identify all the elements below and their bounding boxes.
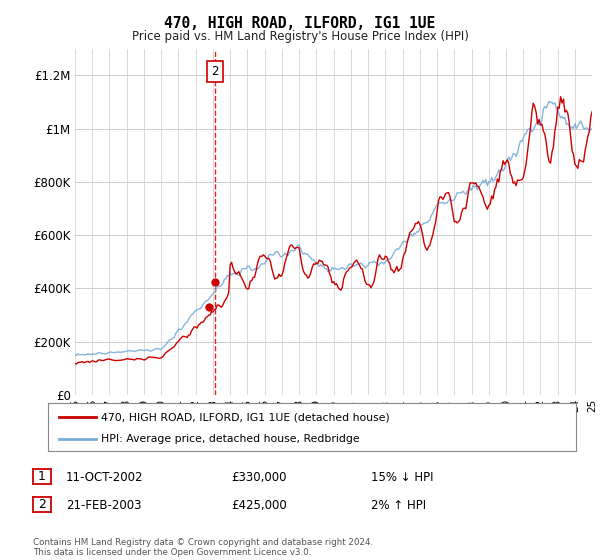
Text: Contains HM Land Registry data © Crown copyright and database right 2024.
This d: Contains HM Land Registry data © Crown c… <box>33 538 373 557</box>
Text: 11-OCT-2002: 11-OCT-2002 <box>66 470 143 484</box>
Text: 2: 2 <box>211 65 219 78</box>
Text: 1: 1 <box>38 470 46 483</box>
Text: 2: 2 <box>38 498 46 511</box>
Text: HPI: Average price, detached house, Redbridge: HPI: Average price, detached house, Redb… <box>101 434 359 444</box>
Text: 2% ↑ HPI: 2% ↑ HPI <box>371 498 426 512</box>
Text: Price paid vs. HM Land Registry's House Price Index (HPI): Price paid vs. HM Land Registry's House … <box>131 30 469 43</box>
Text: £330,000: £330,000 <box>231 470 287 484</box>
Text: 15% ↓ HPI: 15% ↓ HPI <box>371 470 433 484</box>
Text: 21-FEB-2003: 21-FEB-2003 <box>66 498 142 512</box>
Text: 470, HIGH ROAD, ILFORD, IG1 1UE: 470, HIGH ROAD, ILFORD, IG1 1UE <box>164 16 436 31</box>
Text: £425,000: £425,000 <box>231 498 287 512</box>
Text: 470, HIGH ROAD, ILFORD, IG1 1UE (detached house): 470, HIGH ROAD, ILFORD, IG1 1UE (detache… <box>101 413 389 422</box>
